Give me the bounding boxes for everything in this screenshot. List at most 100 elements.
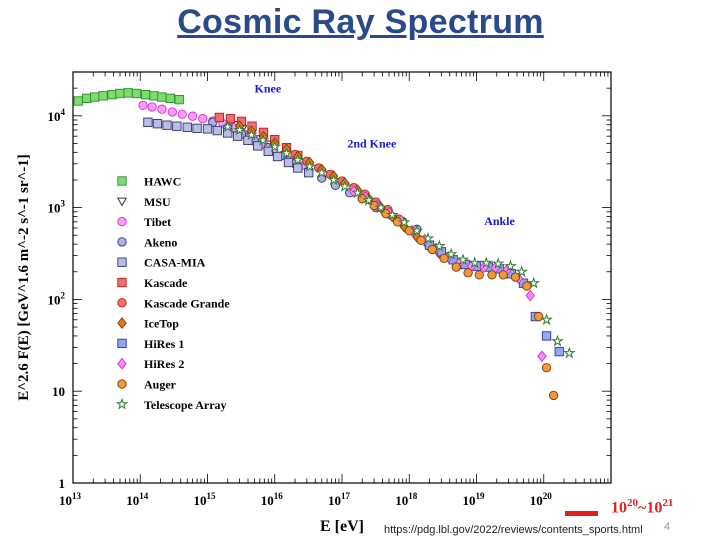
y-axis-label: E^2.6 F(E) [GeV^1.6 m^-2 s^-1 sr^-1] [16, 154, 32, 400]
series-hawc [73, 88, 184, 106]
data-point [498, 270, 508, 280]
data-point [510, 272, 521, 282]
x-tick-label: 1016 [261, 491, 284, 508]
data-point [157, 104, 167, 114]
data-point [548, 390, 559, 401]
legend-marker [117, 338, 127, 349]
x-tick-label: 1014 [126, 491, 149, 508]
data-point [162, 120, 172, 130]
data-point [152, 119, 163, 129]
legend-marker [115, 397, 129, 410]
plot-area: 1013 1014 1015 1016 1017 1018 1019 1020 1 10 102 10… [16, 71, 612, 535]
data-point [562, 346, 576, 359]
data-point [174, 94, 184, 105]
y-tick-label: 104 [48, 107, 66, 124]
range-note-exp1: 20 [627, 497, 638, 509]
data-point [315, 166, 329, 179]
data-point [522, 281, 532, 291]
data-point [397, 215, 411, 228]
legend-marker [117, 216, 127, 227]
data-point [427, 244, 437, 255]
x-tick-label: 1013 [59, 491, 82, 508]
data-point [263, 146, 273, 156]
x-tick-label: 1015 [194, 491, 217, 508]
data-point [551, 334, 564, 347]
slide-number: 4 [664, 521, 671, 533]
range-marker-bar [565, 511, 598, 516]
data-point [143, 117, 153, 127]
data-point [157, 92, 167, 102]
data-point [491, 257, 505, 270]
data-point [73, 96, 83, 106]
data-point [291, 153, 305, 166]
data-point [468, 256, 482, 269]
data-point [327, 173, 340, 186]
data-point [221, 120, 235, 133]
data-point [182, 122, 192, 132]
data-point [283, 157, 294, 168]
legend-label: CASA-MIA [144, 256, 206, 270]
annotation-label: Knee [255, 81, 282, 95]
data-point [537, 350, 547, 363]
legend-marker [117, 237, 127, 247]
range-note-sep: ~10 [638, 499, 663, 517]
data-point [82, 93, 92, 103]
data-point [147, 102, 157, 112]
x-tick-label: 1020 [530, 491, 553, 508]
data-point [374, 200, 388, 213]
legend-label: MSU [144, 195, 171, 209]
legend-marker [117, 277, 127, 288]
x-tick-label: 1017 [328, 491, 351, 508]
series-telescope-array [221, 120, 576, 359]
source-credit: https://pdg.lbl.gov/2022/reviews/content… [384, 524, 643, 536]
data-point [541, 331, 552, 341]
data-point [198, 114, 208, 124]
series-casa-mia [143, 117, 314, 178]
data-point [131, 88, 142, 99]
data-point [527, 276, 541, 289]
data-point [107, 89, 117, 100]
data-point [433, 239, 446, 252]
legend-marker [117, 317, 127, 330]
data-point [303, 159, 316, 172]
data-point [534, 311, 544, 322]
data-point [123, 88, 133, 98]
data-point [525, 289, 536, 302]
legend-marker [117, 298, 127, 308]
data-point [293, 163, 303, 173]
annotation-label: Ankle [484, 214, 515, 228]
data-point [149, 91, 159, 101]
data-point [451, 262, 461, 272]
data-point [90, 92, 100, 102]
data-point [172, 121, 182, 131]
legend-marker [117, 257, 127, 267]
legend-label: HiRes 1 [144, 337, 184, 351]
legend-label: IceTop [144, 317, 179, 331]
legend-marker [116, 197, 128, 207]
data-point [504, 259, 517, 272]
data-point [115, 88, 125, 99]
data-point [554, 346, 564, 357]
data-point [212, 125, 222, 136]
x-tick-label: 1018 [395, 491, 418, 508]
data-point [165, 93, 175, 103]
data-point [256, 133, 270, 146]
legend-label: HAWC [144, 175, 181, 189]
legend-label: Kascade [144, 276, 188, 290]
data-point [280, 146, 293, 159]
legend-marker [117, 379, 127, 389]
legend-label: Telescope Array [144, 398, 227, 412]
legend-marker [117, 357, 127, 370]
data-point [439, 253, 449, 264]
data-point [487, 270, 497, 280]
data-point [456, 253, 470, 266]
data-point [225, 114, 236, 124]
x-axis-label: E [eV] [320, 518, 364, 535]
data-point [474, 270, 484, 280]
data-point [214, 112, 224, 123]
data-point [541, 363, 552, 373]
data-point [243, 135, 253, 146]
data-point [187, 111, 198, 121]
data-point [421, 231, 435, 244]
range-note-exp2: 21 [662, 497, 674, 509]
